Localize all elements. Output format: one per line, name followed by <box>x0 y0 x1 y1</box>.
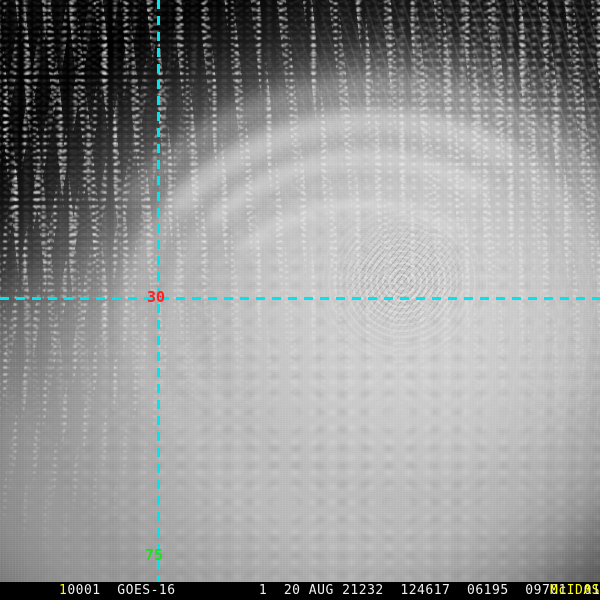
latitude-gridline <box>0 297 600 300</box>
longitude-gridline <box>157 0 160 582</box>
frame-number-text: 1 <box>59 583 68 598</box>
mcidas-brand-text: McIDAS <box>550 583 600 598</box>
annotation-bar: 1 0001 GOES-16 1 20 AUG 21232 124617 061… <box>0 582 600 600</box>
longitude-label-75: 75 <box>145 546 164 564</box>
image-info-text: 0001 GOES-16 1 20 AUG 21232 124617 06195… <box>67 583 600 598</box>
latitude-label-30: 30 <box>147 288 166 306</box>
